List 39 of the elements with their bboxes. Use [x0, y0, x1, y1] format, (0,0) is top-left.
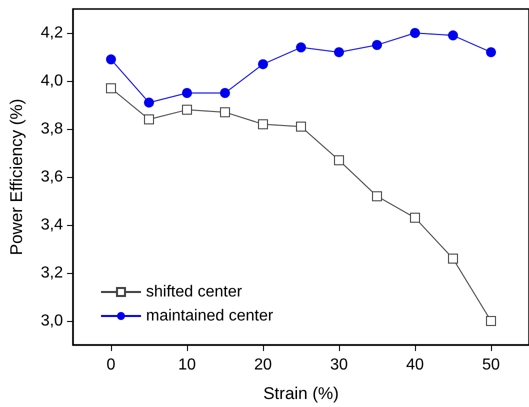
point	[296, 122, 306, 132]
x-tick-label: 10	[178, 356, 196, 374]
point	[182, 104, 192, 115]
point	[334, 47, 344, 58]
x-tick-label: 0	[106, 356, 116, 374]
point	[448, 254, 458, 264]
x-tick-label: 40	[406, 356, 424, 374]
legend-label: maintained center	[146, 308, 274, 324]
point	[372, 40, 382, 50]
x-tick-label: 20	[254, 356, 272, 374]
y-tick-label: 4,0	[40, 72, 64, 90]
y-tick-label: 4,2	[40, 24, 64, 42]
point	[334, 155, 344, 166]
point	[258, 119, 268, 130]
x-tick-label: 30	[330, 356, 348, 374]
point	[296, 42, 306, 52]
y-tick-label: 3,4	[40, 216, 64, 234]
point	[144, 98, 154, 108]
point	[106, 83, 116, 94]
x-tick-label: 50	[482, 356, 500, 374]
point	[410, 28, 420, 38]
point	[486, 47, 496, 58]
x-axis-title: Strain (%)	[263, 384, 339, 403]
point	[410, 212, 420, 223]
y-axis-title: Power Efficiency (%)	[7, 98, 26, 256]
point	[144, 114, 154, 124]
y-tick-label: 3,6	[40, 168, 64, 186]
point	[372, 191, 382, 202]
legend-label: shifted center	[146, 284, 243, 300]
point	[258, 59, 268, 70]
y-tick-label: 3,8	[40, 120, 64, 138]
point	[448, 30, 458, 40]
point	[486, 316, 496, 326]
y-tick-label: 3,2	[40, 264, 64, 282]
point	[182, 88, 192, 98]
point	[220, 107, 230, 118]
y-tick-label: 3,0	[40, 312, 64, 330]
point	[106, 54, 116, 64]
point	[220, 88, 230, 98]
